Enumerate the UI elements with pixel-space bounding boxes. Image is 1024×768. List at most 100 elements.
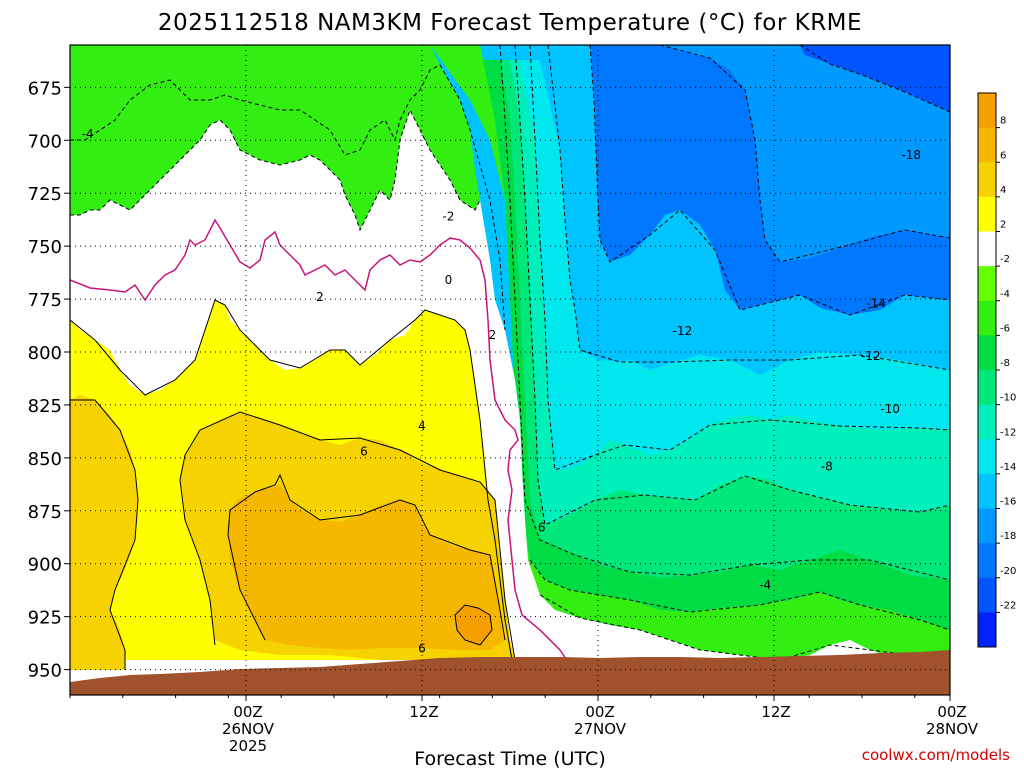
colorbar-swatch bbox=[978, 370, 996, 406]
contour-minus-4-lower bbox=[529, 559, 950, 631]
y-tick-label: 675 bbox=[28, 78, 62, 99]
colorbar-swatch bbox=[978, 404, 996, 440]
contour-label: 2 bbox=[489, 328, 497, 342]
colorbar-swatch bbox=[978, 300, 996, 336]
colorbar-label: -4 bbox=[1000, 289, 1010, 300]
colorbar-swatch bbox=[978, 543, 996, 579]
colorbar-swatch bbox=[978, 162, 996, 198]
colorbar-swatch bbox=[978, 577, 996, 613]
x-tick-label: 00Z bbox=[585, 703, 614, 721]
x-tick-label: 2025 bbox=[229, 737, 267, 755]
colorbar-label: -12 bbox=[1000, 427, 1016, 438]
y-tick-label: 850 bbox=[28, 449, 62, 470]
contour-label: 2 bbox=[316, 290, 324, 304]
x-tick-label: 12Z bbox=[409, 703, 438, 721]
credit-text[interactable]: coolwx.com/models bbox=[862, 746, 1010, 764]
x-tick-label: 28NOV bbox=[926, 720, 979, 738]
contour-minus-14 bbox=[547, 45, 950, 371]
contour-label: -4 bbox=[82, 127, 94, 141]
contour-labels: -4 -2 0 2 2 4 6 6 6 -12 -18 -14 -12 -10 -8 -4 bbox=[82, 127, 921, 655]
y-tick-label: 875 bbox=[28, 502, 62, 523]
solid-contours bbox=[70, 299, 516, 670]
colorbar-swatch bbox=[978, 196, 996, 232]
contour-plus-8 bbox=[454, 604, 493, 646]
band-minus-18 bbox=[660, 45, 950, 262]
contour-plus-2 bbox=[70, 299, 513, 661]
colorbar-label: -10 bbox=[1000, 393, 1016, 404]
x-tick-label: 00Z bbox=[937, 703, 966, 721]
x-gridlines bbox=[245, 45, 950, 695]
colorbar-swatch bbox=[978, 127, 996, 163]
colorbar-label: -16 bbox=[1000, 497, 1016, 508]
colorbar-swatch bbox=[978, 93, 996, 129]
colorbar-swatch bbox=[978, 266, 996, 302]
colorbar-label: -14 bbox=[1000, 462, 1016, 473]
y-tick-label: 725 bbox=[28, 184, 62, 205]
colorbar-label: -2 bbox=[1000, 254, 1010, 265]
colorbar-swatch bbox=[978, 439, 996, 475]
contour-plus-4-a bbox=[70, 399, 139, 670]
band-minus-4-left bbox=[70, 45, 480, 230]
terrain bbox=[70, 650, 950, 695]
plot-frame bbox=[69, 44, 951, 696]
colorbar-swatch bbox=[978, 612, 996, 648]
contour-label: 0 bbox=[445, 273, 453, 287]
x-axis-label: Forecast Time (UTC) bbox=[414, 748, 605, 768]
band-minus-12 bbox=[520, 60, 950, 470]
x-tick-label: 00Z bbox=[233, 703, 262, 721]
band-plus-4 bbox=[70, 395, 138, 670]
band-minus-6 bbox=[480, 60, 950, 630]
contour-minus-4-left bbox=[70, 108, 481, 232]
band-minus-14 bbox=[540, 45, 950, 375]
colorbar-label: -6 bbox=[1000, 323, 1010, 334]
contour-label: -4 bbox=[759, 578, 771, 592]
contour-label: 4 bbox=[418, 419, 426, 433]
freezing-line bbox=[70, 218, 571, 666]
colorbar-swatch bbox=[978, 231, 996, 267]
band-minus-20 bbox=[800, 45, 950, 112]
y-tick-label: 750 bbox=[28, 237, 62, 258]
colorbar-label: -18 bbox=[1000, 531, 1016, 542]
colorbar-label: 2 bbox=[1000, 220, 1006, 231]
contour-label: -18 bbox=[901, 148, 921, 162]
x-tick-label: 12Z bbox=[761, 703, 790, 721]
contour-minus-2-lower bbox=[539, 594, 950, 661]
y-tick-label: 825 bbox=[28, 396, 62, 417]
band-plus-6 bbox=[228, 485, 505, 650]
contour-label: -14 bbox=[866, 296, 886, 310]
colorbar-label: 8 bbox=[1000, 116, 1006, 127]
y-tick-label: 950 bbox=[28, 661, 62, 682]
y-tick-label: 775 bbox=[28, 290, 62, 311]
y-gridlines bbox=[70, 86, 950, 671]
colorbar-label: 6 bbox=[1000, 150, 1006, 161]
contour-minus-12 bbox=[529, 45, 950, 471]
colorbar-label: 4 bbox=[1000, 185, 1006, 196]
y-tick-label: 900 bbox=[28, 555, 62, 576]
contour-minus-8 bbox=[499, 45, 950, 581]
contour-minus-16 bbox=[589, 45, 950, 316]
colorbar-swatch bbox=[978, 508, 996, 544]
contour-label: -2 bbox=[442, 209, 454, 223]
band-plus-8 bbox=[455, 605, 492, 645]
plot-area: -4 -2 0 2 2 4 6 6 6 -12 -18 -14 -12 -10 -8 -4 bbox=[70, 45, 950, 695]
band-minus-4 bbox=[430, 45, 950, 660]
band-minus-16 bbox=[590, 45, 950, 315]
y-axis: 675 700 725 750 775 800 825 850 875 900 925 950 bbox=[28, 78, 70, 682]
x-tick-label: 27NOV bbox=[574, 720, 627, 738]
band-minus-8 bbox=[500, 60, 950, 580]
y-tick-label: 700 bbox=[28, 131, 62, 152]
x-tick-label: 26NOV bbox=[222, 720, 275, 738]
colorbar-label: -20 bbox=[1000, 566, 1016, 577]
dashed-contours bbox=[70, 45, 950, 661]
chart-title: 2025112518 NAM3KM Forecast Temperature (… bbox=[158, 10, 862, 36]
colorbar-label: -8 bbox=[1000, 358, 1010, 369]
y-tick-label: 925 bbox=[28, 608, 62, 629]
contour-label: -12 bbox=[673, 324, 693, 338]
contour-label: -12 bbox=[861, 349, 881, 363]
colorbar-swatch bbox=[978, 335, 996, 371]
y-tick-label: 800 bbox=[28, 343, 62, 364]
colorbar-swatch bbox=[978, 473, 996, 509]
contour-label: -8 bbox=[821, 459, 833, 473]
